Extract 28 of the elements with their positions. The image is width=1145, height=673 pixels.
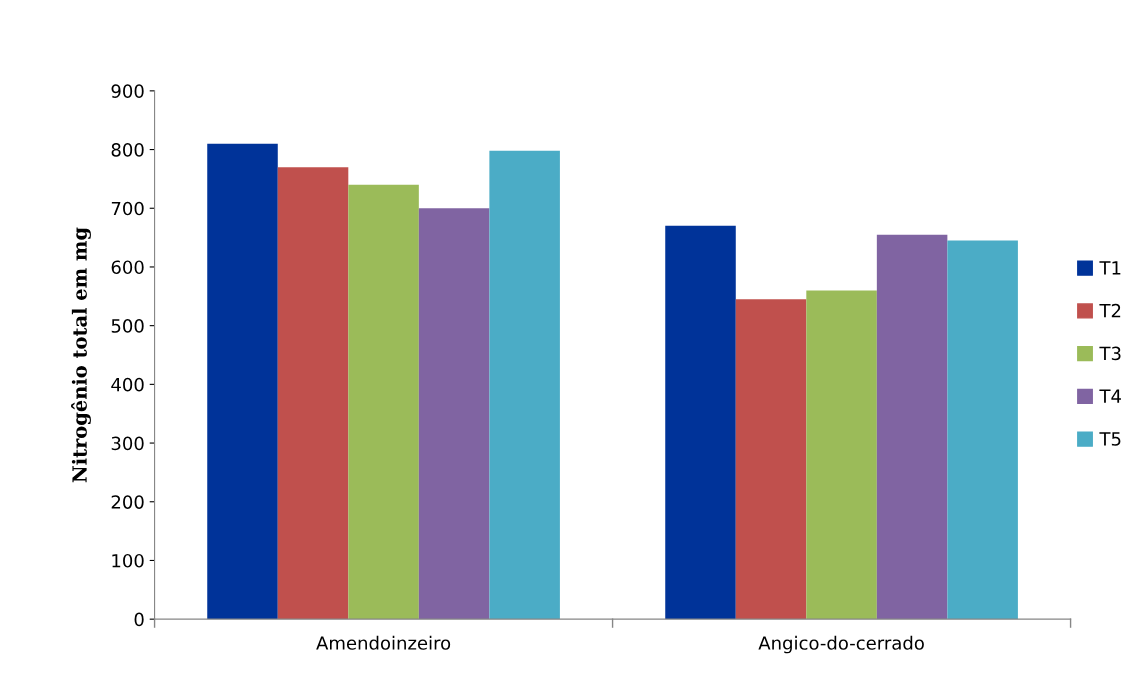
bar [806,290,877,620]
legend-label: T3 [1099,346,1121,361]
y-tick-label: 600 [111,260,144,275]
y-axis-title: Nitrogênio total em mg [71,227,91,483]
bar [876,234,948,620]
legend-label: T4 [1099,389,1121,403]
bar [665,225,736,620]
legend-label: T1 [1099,261,1121,275]
y-tick-label: 200 [111,495,144,509]
y-tick-label: 800 [111,143,144,157]
legend-label: T5 [1099,432,1121,446]
bar [947,240,1018,620]
legend-label: T2 [1099,303,1121,318]
bar [277,167,349,620]
x-tick-label: Angico-do-cerrado [758,635,924,654]
y-tick-label: 400 [111,377,144,392]
bar [348,184,419,620]
bar [489,150,560,620]
y-tick-label: 900 [111,84,144,98]
bar [735,299,807,620]
bar [207,143,278,620]
y-tick-label: 100 [112,553,144,568]
y-tick-label: 700 [111,201,144,216]
x-tick-label: Amendoinzeiro [316,635,451,650]
y-tick-label: 500 [111,319,144,333]
y-tick-label: 0 [134,612,144,627]
y-tick-label: 300 [111,436,144,451]
bar [418,208,490,620]
